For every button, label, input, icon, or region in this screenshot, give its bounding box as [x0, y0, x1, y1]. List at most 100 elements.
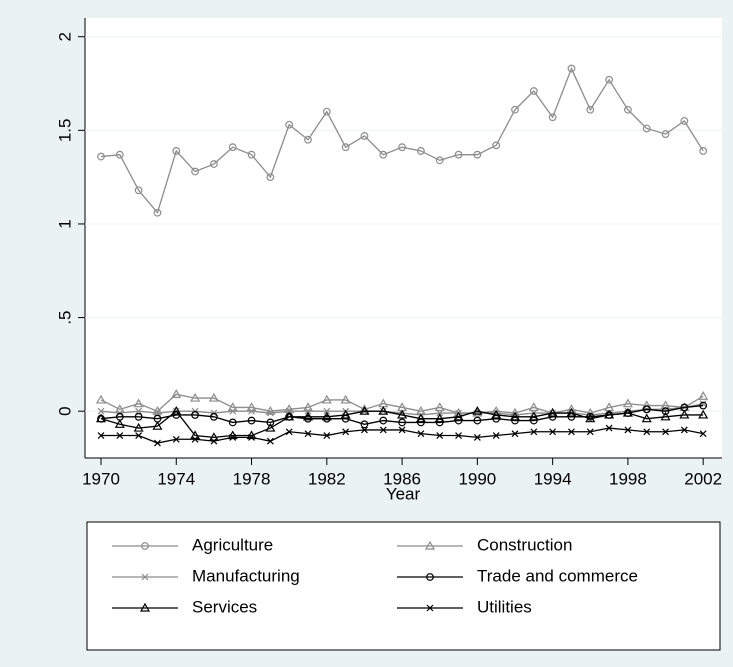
marker: [436, 409, 444, 417]
marker: [266, 437, 274, 445]
marker: [133, 398, 144, 408]
marker: [360, 420, 369, 429]
y-tick-label: .5: [55, 310, 74, 324]
marker: [586, 428, 594, 436]
marker: [605, 424, 613, 432]
marker: [342, 428, 350, 436]
marker: [139, 602, 151, 612]
marker: [133, 422, 144, 432]
marker: [680, 117, 689, 125]
marker: [285, 120, 294, 129]
marker: [228, 418, 237, 427]
marker: [434, 413, 445, 423]
marker: [247, 150, 256, 159]
marker: [454, 150, 463, 159]
series-line: [100, 66, 704, 215]
marker: [415, 413, 426, 423]
marker: [304, 430, 312, 438]
marker: [624, 426, 632, 434]
marker: [567, 64, 576, 73]
marker: [340, 394, 351, 404]
series-line: [100, 410, 704, 439]
marker: [97, 407, 105, 415]
marker: [547, 407, 558, 417]
marker: [549, 428, 557, 436]
x-tick-label: 1998: [609, 469, 647, 488]
marker: [622, 407, 633, 417]
legend-label: Manufacturing: [192, 566, 300, 585]
marker: [229, 407, 237, 415]
marker: [398, 143, 406, 152]
marker: [154, 439, 161, 447]
marker: [191, 435, 199, 443]
marker: [699, 430, 707, 438]
marker: [699, 401, 708, 410]
marker: [359, 405, 370, 415]
legend-label: Utilities: [477, 597, 532, 616]
marker: [153, 208, 162, 217]
marker: [398, 418, 406, 427]
marker: [491, 409, 502, 419]
marker: [473, 433, 481, 441]
legend-label: Trade and commerce: [477, 566, 638, 585]
marker: [135, 407, 143, 415]
marker: [417, 430, 425, 438]
marker: [191, 411, 199, 419]
legend-label: Agriculture: [192, 535, 273, 554]
marker: [229, 433, 237, 441]
marker: [228, 143, 237, 152]
marker: [172, 435, 180, 443]
marker: [265, 422, 276, 432]
marker: [247, 416, 256, 425]
marker: [643, 428, 651, 436]
legend-label: Services: [192, 597, 257, 616]
marker: [208, 392, 219, 402]
marker: [171, 405, 182, 415]
marker: [248, 433, 255, 441]
marker: [248, 407, 255, 415]
marker: [472, 405, 483, 415]
marker: [285, 428, 293, 436]
y-tick-label: 1: [55, 219, 74, 228]
marker: [360, 132, 369, 140]
marker: [172, 147, 181, 155]
marker: [605, 75, 613, 84]
marker: [436, 432, 444, 439]
marker: [97, 432, 105, 439]
marker: [622, 398, 633, 408]
marker: [679, 409, 690, 419]
marker: [586, 105, 595, 114]
marker: [624, 105, 632, 114]
marker: [585, 413, 596, 423]
marker: [492, 141, 501, 150]
marker: [426, 573, 434, 581]
marker: [378, 405, 389, 415]
marker: [95, 413, 107, 423]
marker: [511, 430, 519, 438]
marker: [528, 402, 539, 412]
marker: [492, 432, 500, 439]
marker: [511, 105, 519, 114]
marker: [154, 409, 161, 417]
x-tick-label: 1970: [82, 469, 120, 488]
marker: [115, 150, 124, 159]
series-line: [100, 393, 704, 414]
marker: [530, 428, 538, 436]
marker: [266, 409, 274, 417]
marker: [210, 437, 218, 445]
marker: [284, 411, 295, 421]
x-tick-label: 1982: [308, 469, 346, 488]
legend: [86, 521, 721, 651]
marker: [398, 426, 406, 434]
marker: [397, 409, 408, 419]
marker: [141, 573, 149, 581]
y-tick-label: 0: [55, 406, 74, 415]
marker: [453, 411, 464, 421]
marker: [152, 420, 163, 430]
marker: [116, 432, 124, 439]
marker: [435, 156, 444, 165]
marker: [379, 426, 387, 434]
y-tick-label: 2: [55, 32, 74, 41]
